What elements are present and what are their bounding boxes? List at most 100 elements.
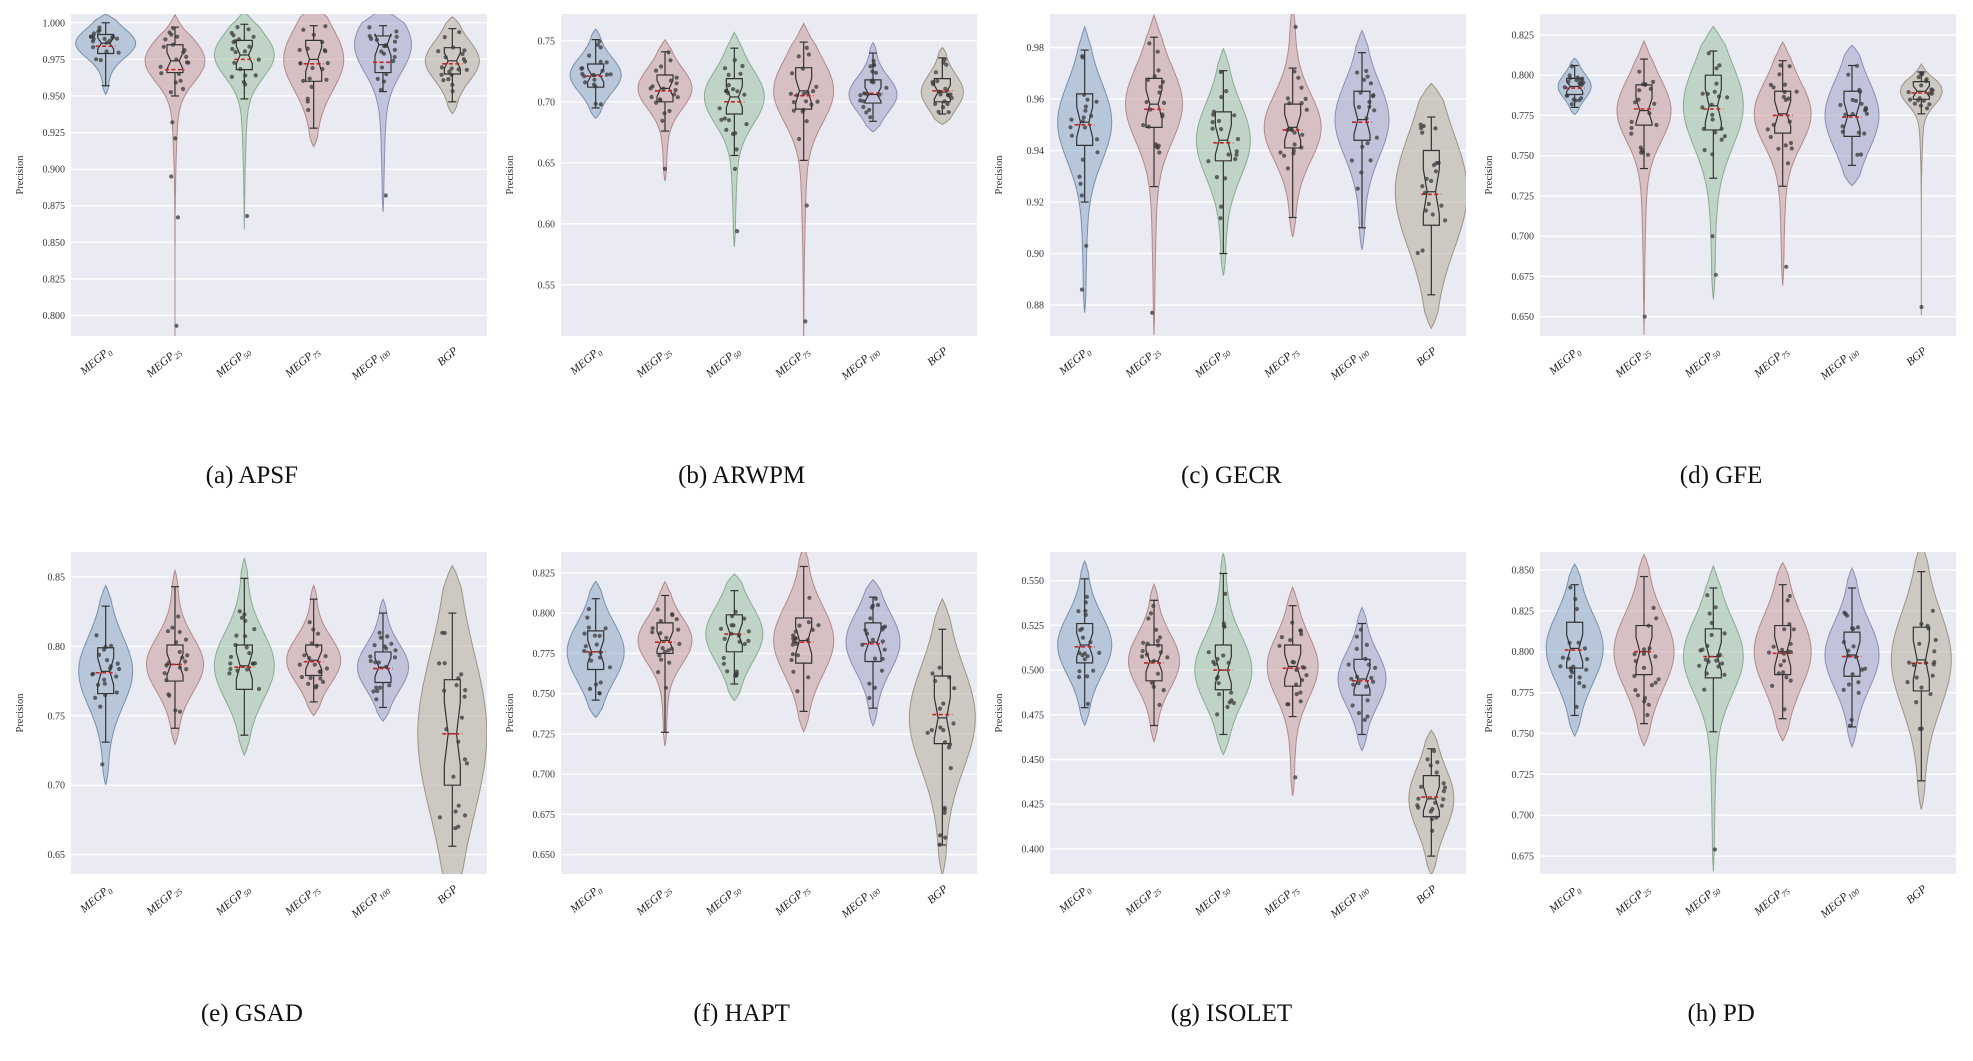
data-point bbox=[1697, 663, 1702, 668]
data-point bbox=[1856, 624, 1861, 629]
data-point bbox=[803, 99, 808, 104]
data-point bbox=[579, 71, 585, 76]
data-point bbox=[392, 654, 397, 659]
data-point bbox=[596, 39, 602, 44]
y-tick-label: 0.725 bbox=[532, 729, 555, 740]
data-point bbox=[604, 72, 609, 77]
data-point bbox=[866, 107, 871, 112]
data-point bbox=[242, 633, 248, 638]
data-point bbox=[867, 615, 873, 620]
data-point bbox=[374, 696, 379, 701]
data-point bbox=[1653, 680, 1658, 685]
data-point bbox=[879, 668, 884, 673]
data-point bbox=[1570, 64, 1575, 69]
data-point bbox=[734, 89, 740, 94]
subplot-gecr: 0.88 0.90 0.92 0.94 0.96 0.98 Precision MEGP0 ME… bbox=[988, 6, 1476, 520]
data-point bbox=[461, 57, 466, 62]
data-point bbox=[934, 79, 939, 84]
data-point bbox=[176, 71, 181, 76]
y-tick-label: 0.450 bbox=[1022, 755, 1045, 766]
data-point bbox=[462, 812, 467, 817]
data-point bbox=[1141, 123, 1146, 128]
data-point bbox=[860, 104, 866, 110]
data-point bbox=[940, 105, 945, 110]
data-point bbox=[1165, 654, 1170, 659]
data-point bbox=[1435, 759, 1440, 764]
data-point bbox=[1147, 41, 1152, 46]
data-point bbox=[242, 49, 247, 54]
notched-box bbox=[1843, 630, 1861, 677]
data-point bbox=[1856, 679, 1861, 684]
data-point bbox=[1781, 94, 1787, 99]
notched-box bbox=[96, 646, 115, 694]
data-point bbox=[872, 656, 877, 661]
data-point bbox=[650, 625, 655, 630]
data-point bbox=[96, 652, 101, 657]
data-point bbox=[368, 658, 373, 663]
data-point bbox=[90, 45, 96, 50]
data-point bbox=[1420, 130, 1425, 135]
data-point bbox=[1292, 142, 1298, 147]
data-point bbox=[1088, 639, 1093, 644]
data-point bbox=[1076, 608, 1081, 613]
y-tick-label: 0.850 bbox=[42, 238, 65, 249]
data-point bbox=[597, 654, 602, 660]
data-point bbox=[1357, 710, 1362, 715]
data-point bbox=[1443, 784, 1448, 790]
plot-background bbox=[560, 551, 977, 874]
data-point bbox=[1149, 610, 1154, 615]
data-point bbox=[1439, 203, 1444, 208]
data-point bbox=[1908, 97, 1913, 102]
data-point bbox=[732, 131, 737, 136]
y-tick-label: 0.85 bbox=[47, 572, 65, 583]
data-point bbox=[674, 81, 679, 86]
data-point bbox=[163, 37, 168, 42]
data-point bbox=[1226, 660, 1232, 665]
data-point bbox=[595, 42, 600, 47]
plot-background bbox=[1540, 14, 1957, 336]
data-point bbox=[1080, 193, 1085, 198]
data-point bbox=[1713, 272, 1719, 277]
subplot-pd: 0.675 0.700 0.725 0.750 0.775 0.800 0.825 0.850… bbox=[1477, 544, 1965, 1058]
data-point bbox=[324, 665, 329, 671]
data-point bbox=[650, 84, 655, 89]
data-point bbox=[1082, 115, 1087, 120]
y-tick-label: 0.850 bbox=[1512, 565, 1535, 576]
data-point bbox=[1207, 649, 1212, 654]
data-point bbox=[229, 74, 234, 79]
y-tick-label: 0.750 bbox=[532, 689, 555, 700]
data-point bbox=[183, 637, 188, 642]
data-point bbox=[1162, 100, 1167, 105]
data-point bbox=[1219, 127, 1224, 132]
data-point bbox=[1927, 91, 1932, 96]
data-point bbox=[1298, 627, 1303, 632]
data-point bbox=[666, 660, 671, 665]
notched-box bbox=[864, 79, 882, 104]
data-point bbox=[1294, 691, 1300, 696]
data-point bbox=[1371, 94, 1376, 99]
x-tick-label: MEGP25 bbox=[1613, 883, 1653, 920]
data-point bbox=[1649, 682, 1655, 687]
data-point bbox=[1083, 108, 1088, 113]
data-point bbox=[367, 34, 372, 39]
y-tick-label: 0.550 bbox=[1022, 576, 1045, 587]
y-tick-label: 0.96 bbox=[1027, 95, 1045, 106]
data-point bbox=[173, 639, 179, 644]
data-point bbox=[324, 77, 329, 82]
data-point bbox=[1420, 248, 1426, 253]
data-point bbox=[657, 630, 663, 635]
y-tick-label: 0.475 bbox=[1022, 710, 1045, 721]
data-point bbox=[237, 608, 242, 613]
data-point bbox=[1911, 662, 1917, 667]
plot-background bbox=[1050, 551, 1467, 874]
data-point bbox=[1235, 149, 1240, 154]
data-point bbox=[1577, 674, 1582, 679]
data-point bbox=[815, 99, 820, 104]
data-point bbox=[722, 116, 727, 121]
data-point bbox=[805, 637, 810, 642]
y-tick-label: 0.88 bbox=[1027, 301, 1045, 312]
data-point bbox=[937, 724, 943, 730]
data-point bbox=[116, 50, 121, 55]
data-point bbox=[174, 57, 179, 62]
data-point bbox=[1919, 304, 1924, 310]
